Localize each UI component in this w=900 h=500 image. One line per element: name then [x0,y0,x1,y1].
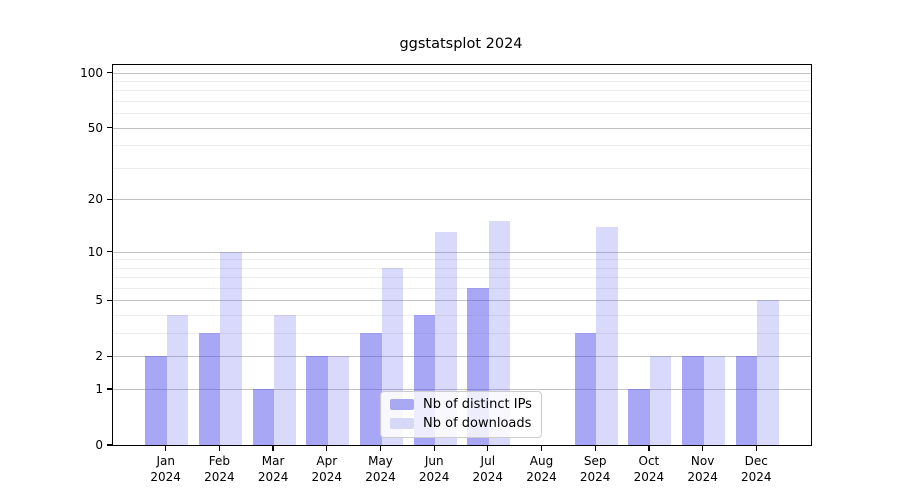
x-tick-mark-jan [165,445,167,451]
y-tick-label-2: 2 [95,349,103,364]
x-tick-mark-sep [594,445,596,451]
x-tick-mark-apr [326,445,328,451]
minor-gridline-80 [113,90,811,92]
x-tick-mark-jul [487,445,489,451]
y-tick-mark-10 [107,250,112,253]
y-tick-mark-2 [107,355,112,358]
x-tick-mark-oct [648,445,650,451]
y-tick-label-0: 0 [95,438,103,452]
bar-downloads-jul [488,221,511,445]
minor-gridline-70 [113,101,811,103]
bar-downloads-nov [703,356,726,445]
legend-entry-distinct-ips: Nb of distinct IPs [390,397,532,412]
x-tick-mark-aug [540,445,543,451]
x-tick-label-feb: Feb 2024 [204,454,235,484]
bar-distinct-ips-jan [145,356,167,445]
x-tick-label-jun: Jun 2024 [418,454,450,484]
bar-downloads-apr [327,356,350,445]
x-tick-mark-nov [701,445,704,451]
x-tick-label-jan: Jan 2024 [150,454,181,484]
chart-title: ggstatsplot 2024 [399,36,523,52]
bar-downloads-feb [220,251,242,445]
y-tick-label-5: 5 [95,293,103,308]
y-tick-mark-0 [107,444,112,446]
major-gridline-5 [113,300,811,302]
y-tick-label-20: 20 [87,192,103,207]
minor-gridline-40 [113,145,811,147]
minor-gridline-60 [113,113,811,115]
legend: Nb of distinct IPs Nb of downloads [380,391,542,438]
x-tick-label-oct: Oct 2024 [633,454,665,484]
y-tick-mark-100 [107,71,112,74]
x-tick-mark-jun [433,445,435,451]
minor-gridline-90 [113,81,811,82]
bar-distinct-ips-oct [628,389,650,445]
y-tick-label-1: 1 [95,382,103,397]
x-tick-label-apr: Apr 2024 [311,454,343,484]
x-tick-label-may: May 2024 [365,454,396,484]
minor-gridline-3 [113,333,811,335]
bar-downloads-mar [274,315,296,445]
bar-downloads-dec [757,300,779,445]
bar-distinct-ips-dec [735,356,758,445]
major-gridline-2 [113,356,811,358]
bar-distinct-ips-sep [574,333,597,445]
minor-gridline-9 [113,259,811,261]
x-tick-label-aug: Aug 2024 [526,454,557,484]
bar-distinct-ips-mar [252,389,275,445]
legend-swatch-distinct-ips [390,399,414,410]
minor-gridline-8 [113,267,811,269]
plot-area [112,64,812,446]
major-gridline-10 [113,251,811,253]
major-gridline-100 [113,72,811,74]
x-tick-mark-may [379,445,382,451]
bar-distinct-ips-feb [198,333,221,445]
bar-distinct-ips-apr [306,356,328,445]
x-tick-label-dec: Dec 2024 [741,454,772,484]
y-tick-label-10: 10 [87,244,103,259]
bar-downloads-sep [596,226,618,445]
y-tick-mark-5 [107,299,112,302]
minor-gridline-7 [113,277,811,279]
legend-label-distinct-ips: Nb of distinct IPs [423,397,532,412]
bar-distinct-ips-nov [682,356,704,445]
major-gridline-1 [113,389,811,391]
x-tick-mark-dec [755,445,757,451]
minor-gridline-30 [113,167,811,169]
y-tick-mark-50 [107,127,112,129]
bar-downloads-jan [166,315,189,445]
bar-downloads-oct [649,356,672,445]
major-gridline-20 [113,199,811,201]
legend-label-downloads: Nb of downloads [423,416,532,431]
y-tick-mark-20 [107,198,112,200]
x-tick-label-jul: Jul 2024 [472,454,504,484]
minor-gridline-4 [113,315,811,317]
minor-gridline-6 [113,288,811,289]
y-tick-mark-1 [107,388,112,390]
x-tick-label-mar: Mar 2024 [257,454,289,484]
y-tick-label-100: 100 [80,65,103,80]
x-tick-mark-feb [218,445,221,451]
legend-swatch-downloads [390,418,414,429]
bar-distinct-ips-may [360,333,382,445]
x-tick-label-sep: Sep 2024 [579,454,611,484]
x-tick-mark-mar [272,445,274,451]
major-gridline-50 [113,127,811,129]
y-tick-label-50: 50 [87,120,103,135]
legend-entry-downloads: Nb of downloads [390,416,532,431]
x-tick-label-nov: Nov 2024 [687,454,718,484]
